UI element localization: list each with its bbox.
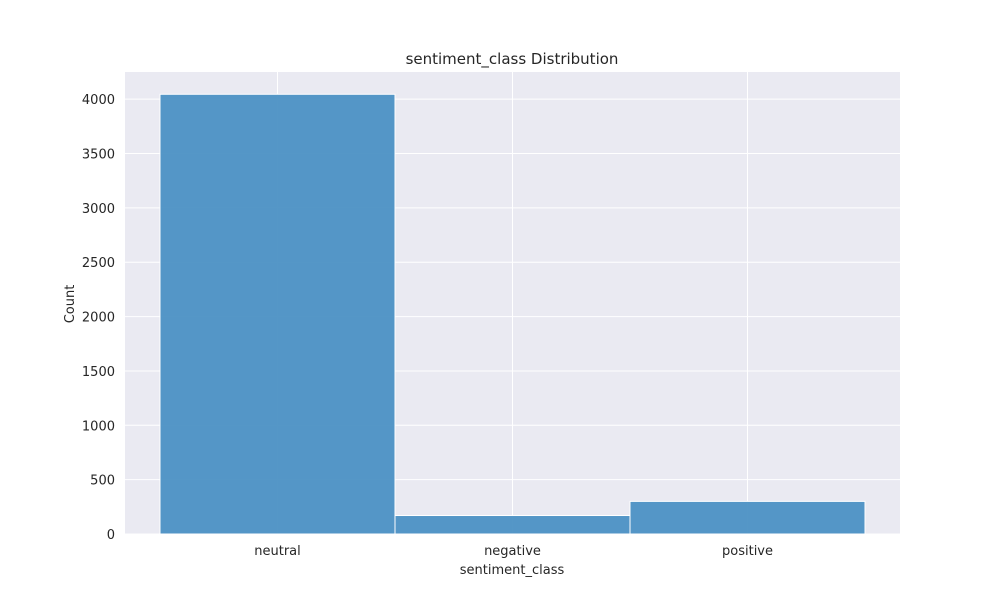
bar-negative[interactable] [394, 515, 631, 535]
bar-positive[interactable] [629, 500, 866, 535]
chart-title: sentiment_class Distribution [406, 50, 619, 69]
y-tick-label: 1000 [82, 419, 115, 434]
y-tick-label: 3500 [82, 148, 115, 163]
y-tick-label: 1500 [82, 365, 115, 380]
bars-layer [159, 93, 866, 535]
y-tick-label: 4000 [82, 93, 115, 108]
y-tick-label: 2500 [82, 256, 115, 271]
y-axis-ticks: 0 500 1000 1500 2000 2500 3000 3500 4000 [82, 93, 115, 543]
x-tick-label: positive [722, 544, 773, 559]
y-axis-label: Count [63, 285, 78, 324]
x-axis-ticks: neutral negative positive [254, 544, 773, 559]
x-tick-label: negative [484, 544, 541, 559]
y-tick-label: 500 [90, 474, 115, 489]
y-tick-label: 3000 [82, 202, 115, 217]
y-tick-label: 2000 [82, 311, 115, 326]
x-tick-label: neutral [254, 544, 301, 559]
bar-neutral[interactable] [159, 93, 396, 535]
x-axis-label: sentiment_class [460, 563, 565, 578]
y-tick-label: 0 [107, 528, 115, 543]
